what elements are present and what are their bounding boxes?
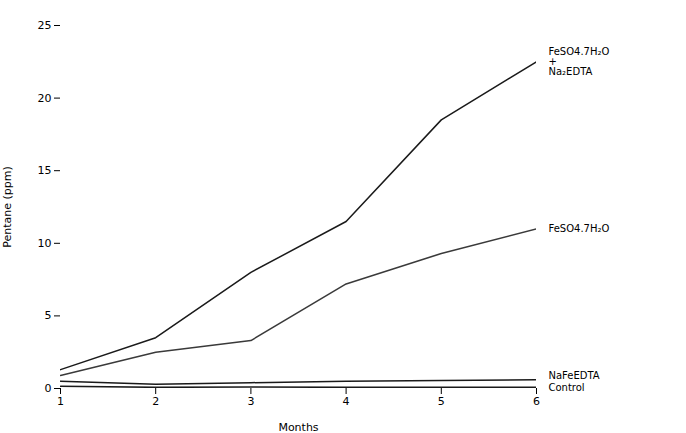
svg-text:1: 1 [57,395,64,408]
svg-text:3: 3 [247,395,254,408]
svg-text:FeSO4.7H₂O: FeSO4.7H₂O [549,223,610,234]
svg-text:FeSO4.7H₂O+Na₂EDTA: FeSO4.7H₂O+Na₂EDTA [549,46,610,77]
svg-text:0: 0 [45,382,52,395]
svg-text:Control: Control [549,382,585,393]
svg-text:Months: Months [278,421,318,433]
svg-text:4: 4 [343,395,350,408]
svg-text:5: 5 [45,309,52,322]
svg-text:15: 15 [38,164,52,177]
svg-text:6: 6 [533,395,540,408]
svg-text:25: 25 [38,19,52,32]
svg-text:5: 5 [438,395,445,408]
svg-text:10: 10 [38,237,52,250]
svg-text:NaFeEDTA: NaFeEDTA [549,370,600,381]
svg-text:2: 2 [152,395,159,408]
svg-text:20: 20 [38,92,52,105]
svg-text:Pentane (ppm): Pentane (ppm) [1,166,14,248]
